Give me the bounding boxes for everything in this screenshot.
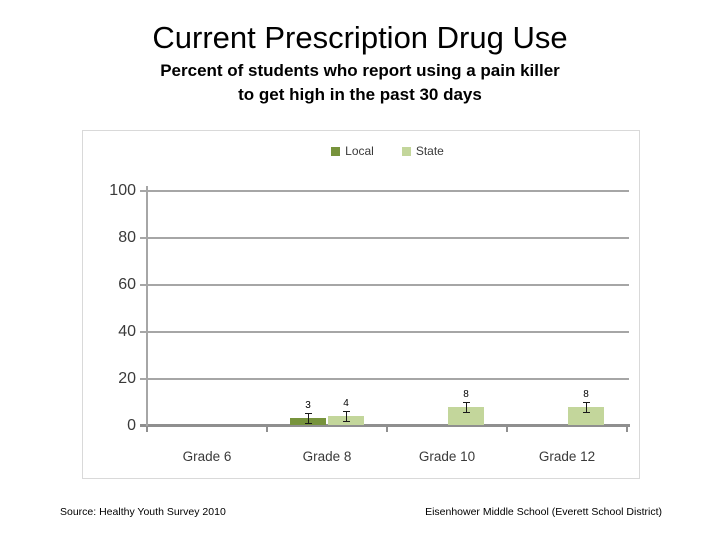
y-axis-tick-label: 60 [118,275,136,293]
legend-label: Local [345,144,374,158]
bar-state-grade-12 [568,406,604,426]
legend-item-local: Local [331,144,374,158]
x-axis-tick [266,426,268,432]
school-note: Eisenhower Middle School (Everett School… [425,506,662,518]
error-bar-cap-bottom [342,421,350,423]
x-axis-line [140,424,630,427]
legend-swatch-icon [401,146,411,156]
data-label-bar-state-grade-8: 4 [343,398,349,410]
x-axis-category-label: Grade 10 [418,449,476,464]
x-axis-tick [626,426,628,432]
gridline-80 [140,236,629,239]
slide-subtitle-line-2: to get high in the past 30 days [238,85,482,104]
legend-label: State [415,144,444,158]
y-axis-tick-label: 40 [118,322,136,340]
error-bar [308,413,309,424]
data-label-bar-state-grade-10: 8 [463,388,469,400]
data-label-bar-local-grade-8: 3 [305,400,311,412]
chart-legend: Local State [147,143,628,159]
error-bar [586,401,587,412]
error-bar-cap-bottom [304,423,312,425]
legend-item-state: State [401,144,444,158]
bar-state-grade-10 [448,406,484,426]
x-axis-tick [506,426,508,432]
slide-subtitle-line-1: Percent of students who report using a p… [160,61,560,80]
x-axis-category-label: Grade 12 [538,449,596,464]
source-note: Source: Healthy Youth Survey 2010 [60,506,226,518]
gridline-20 [140,377,629,380]
x-axis-tick [146,426,148,432]
error-bar-cap-bottom [582,411,590,413]
error-bar [346,411,347,422]
y-axis-tick-label: 80 [118,228,136,246]
x-axis-category-label: Grade 6 [182,449,232,464]
gridline-40 [140,330,629,333]
slide-title: Current Prescription Drug Use [152,20,568,55]
y-axis-tick-label: 0 [127,416,136,434]
gridline-100 [140,189,629,192]
x-axis-category-label: Grade 8 [302,449,352,464]
gridline-60 [140,283,629,286]
error-bar-cap-top [342,411,350,413]
y-axis-tick-label: 20 [118,369,136,387]
y-axis-line [146,186,148,426]
x-axis-tick [386,426,388,432]
error-bar-cap-top [304,413,312,415]
y-axis-tick-label: 100 [109,181,136,199]
legend-swatch-icon [331,146,341,156]
error-bar-cap-top [462,401,470,403]
error-bar-cap-top [582,401,590,403]
error-bar [466,401,467,412]
error-bar-cap-bottom [462,411,470,413]
data-label-bar-state-grade-12: 8 [583,388,589,400]
